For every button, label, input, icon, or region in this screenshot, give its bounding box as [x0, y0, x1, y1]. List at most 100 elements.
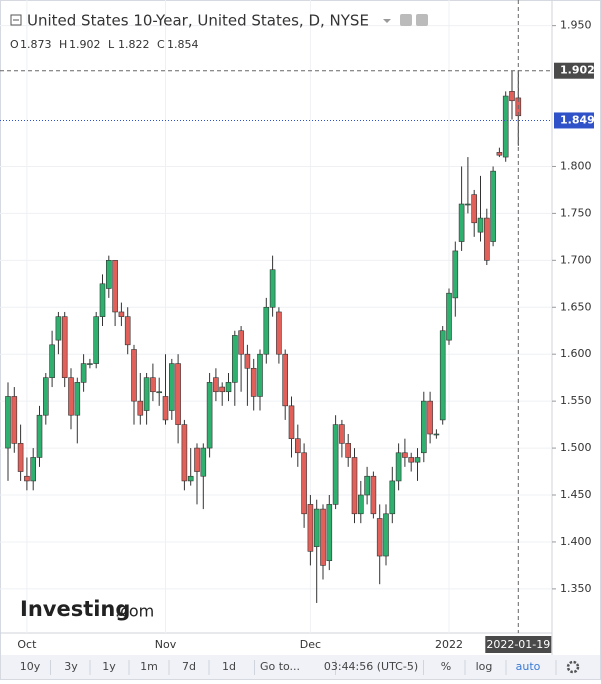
grid: 1.350 1.400 1.450 1.500 1.550 1.600 1.650 1.700…: [0, 0, 592, 633]
candle-body: [326, 504, 333, 562]
candle-body: [194, 447, 200, 472]
candle-body: [383, 513, 389, 557]
candle-body: [225, 382, 232, 393]
candle-body: [181, 424, 188, 482]
candle-body: [294, 438, 301, 454]
candle-body: [24, 475, 30, 482]
y-tick-label: 1.950: [560, 19, 592, 32]
ohlc-header: O 1.873 H 1.902 L 1.822 C 1.854: [10, 38, 199, 51]
y-tick-label: 1.550: [560, 394, 592, 407]
toolbar-button[interactable]: 7d: [182, 660, 196, 673]
y-tick-label: 1.600: [560, 347, 592, 360]
candle-body: [288, 405, 295, 439]
candle-body: [257, 353, 263, 397]
y-tick-label: 1.800: [560, 159, 592, 172]
candle-body: [131, 349, 137, 402]
toolbar-button[interactable]: Go to...: [260, 660, 300, 673]
toolbar-button[interactable]: 1m: [140, 660, 158, 673]
candle-body: [307, 504, 314, 552]
candle-body: [118, 311, 125, 317]
toolbar-button[interactable]: log: [476, 660, 493, 673]
candle-body: [490, 170, 496, 242]
candle-body: [452, 250, 459, 299]
candle-body: [55, 316, 62, 341]
candle-body: [200, 447, 207, 477]
settings-icon[interactable]: [400, 14, 412, 26]
toolbar-button[interactable]: 1y: [102, 660, 116, 673]
gear-icon[interactable]: [566, 660, 580, 674]
logo: Investing: [20, 597, 130, 621]
dropdown-arrow[interactable]: [383, 19, 391, 23]
toolbar-button[interactable]: 3y: [64, 660, 78, 673]
collapse-icon[interactable]: [10, 14, 22, 26]
ohlc-label: H: [59, 38, 67, 51]
candle-body: [238, 330, 244, 355]
logo-suffix: .com: [115, 602, 154, 621]
candle-body: [509, 91, 515, 102]
candle-body: [502, 95, 509, 158]
crosshair-price-box: [554, 62, 594, 79]
candle-body: [106, 260, 112, 289]
candle-body: [80, 363, 87, 383]
candle-body: [496, 152, 503, 156]
crosshair-price-label: 1.902: [560, 64, 595, 77]
candle-body: [74, 382, 81, 416]
candle-body: [175, 363, 181, 425]
candle-body: [389, 480, 396, 515]
candle-body: [263, 306, 270, 355]
candle-body: [471, 194, 478, 224]
x-tick-label: Dec: [300, 638, 321, 651]
x-tick-label: 2022-01-19: [486, 638, 550, 651]
candle-body: [61, 316, 68, 378]
candle-body: [345, 443, 352, 458]
y-tick-label: 1.400: [560, 535, 592, 548]
candle-body: [465, 203, 471, 206]
ohlc-label: C: [157, 38, 165, 51]
toolbar-button[interactable]: %: [441, 660, 451, 673]
last-price-box: [554, 112, 594, 129]
candle-body: [376, 518, 383, 557]
toolbar-button[interactable]: 03:44:56 (UTC-5): [324, 660, 418, 673]
candle-body: [30, 457, 37, 482]
candle-body: [395, 452, 402, 482]
candle-body: [169, 363, 175, 411]
candle-body: [187, 475, 194, 482]
y-tick-label: 1.700: [560, 253, 592, 266]
candles: [5, 70, 522, 603]
x-tick-label: 2022: [435, 638, 463, 651]
toolbar: [1, 655, 600, 679]
ohlc-label: O: [10, 38, 19, 51]
x-tick-label: Nov: [155, 638, 177, 651]
candle-body: [156, 391, 162, 394]
candle-body: [213, 377, 219, 393]
candle-body: [42, 377, 49, 416]
candle-body: [99, 283, 106, 317]
candle-body: [162, 396, 169, 421]
y-tick-label: 1.500: [560, 441, 592, 454]
ohlc-value: 1.902: [69, 38, 101, 51]
toolbar-button[interactable]: 1d: [222, 660, 236, 673]
candle-body: [320, 508, 326, 566]
toolbar-button[interactable]: auto: [516, 660, 541, 673]
crosshair-date-box: [485, 636, 552, 653]
candle-body: [206, 382, 213, 449]
candle-body: [433, 433, 440, 436]
candle-body: [332, 424, 339, 505]
toolbar-buttons: 10y 3y 1y 1m 7d 1d Go to... 03:44:56 (UTC-5)% lo…: [20, 660, 557, 675]
candle-body: [420, 400, 427, 454]
candle-body: [269, 269, 276, 308]
candle-body: [124, 316, 131, 346]
candle-body: [483, 217, 490, 261]
candle-body: [351, 457, 358, 515]
candle-body: [17, 443, 24, 472]
y-tick-label: 1.650: [560, 300, 592, 313]
ohlc-label: L: [108, 38, 115, 51]
toolbar-button[interactable]: 10y: [20, 660, 41, 673]
overlay: Oct Nov Dec 2022 2022-01-19 1.902 1.849: [0, 0, 595, 653]
settings-icon[interactable]: [416, 14, 428, 26]
candle-body: [11, 396, 18, 444]
candle-body: [477, 217, 484, 233]
candle-body: [402, 452, 408, 458]
candle-body: [282, 353, 289, 407]
ohlc-value: 1.873: [20, 38, 52, 51]
